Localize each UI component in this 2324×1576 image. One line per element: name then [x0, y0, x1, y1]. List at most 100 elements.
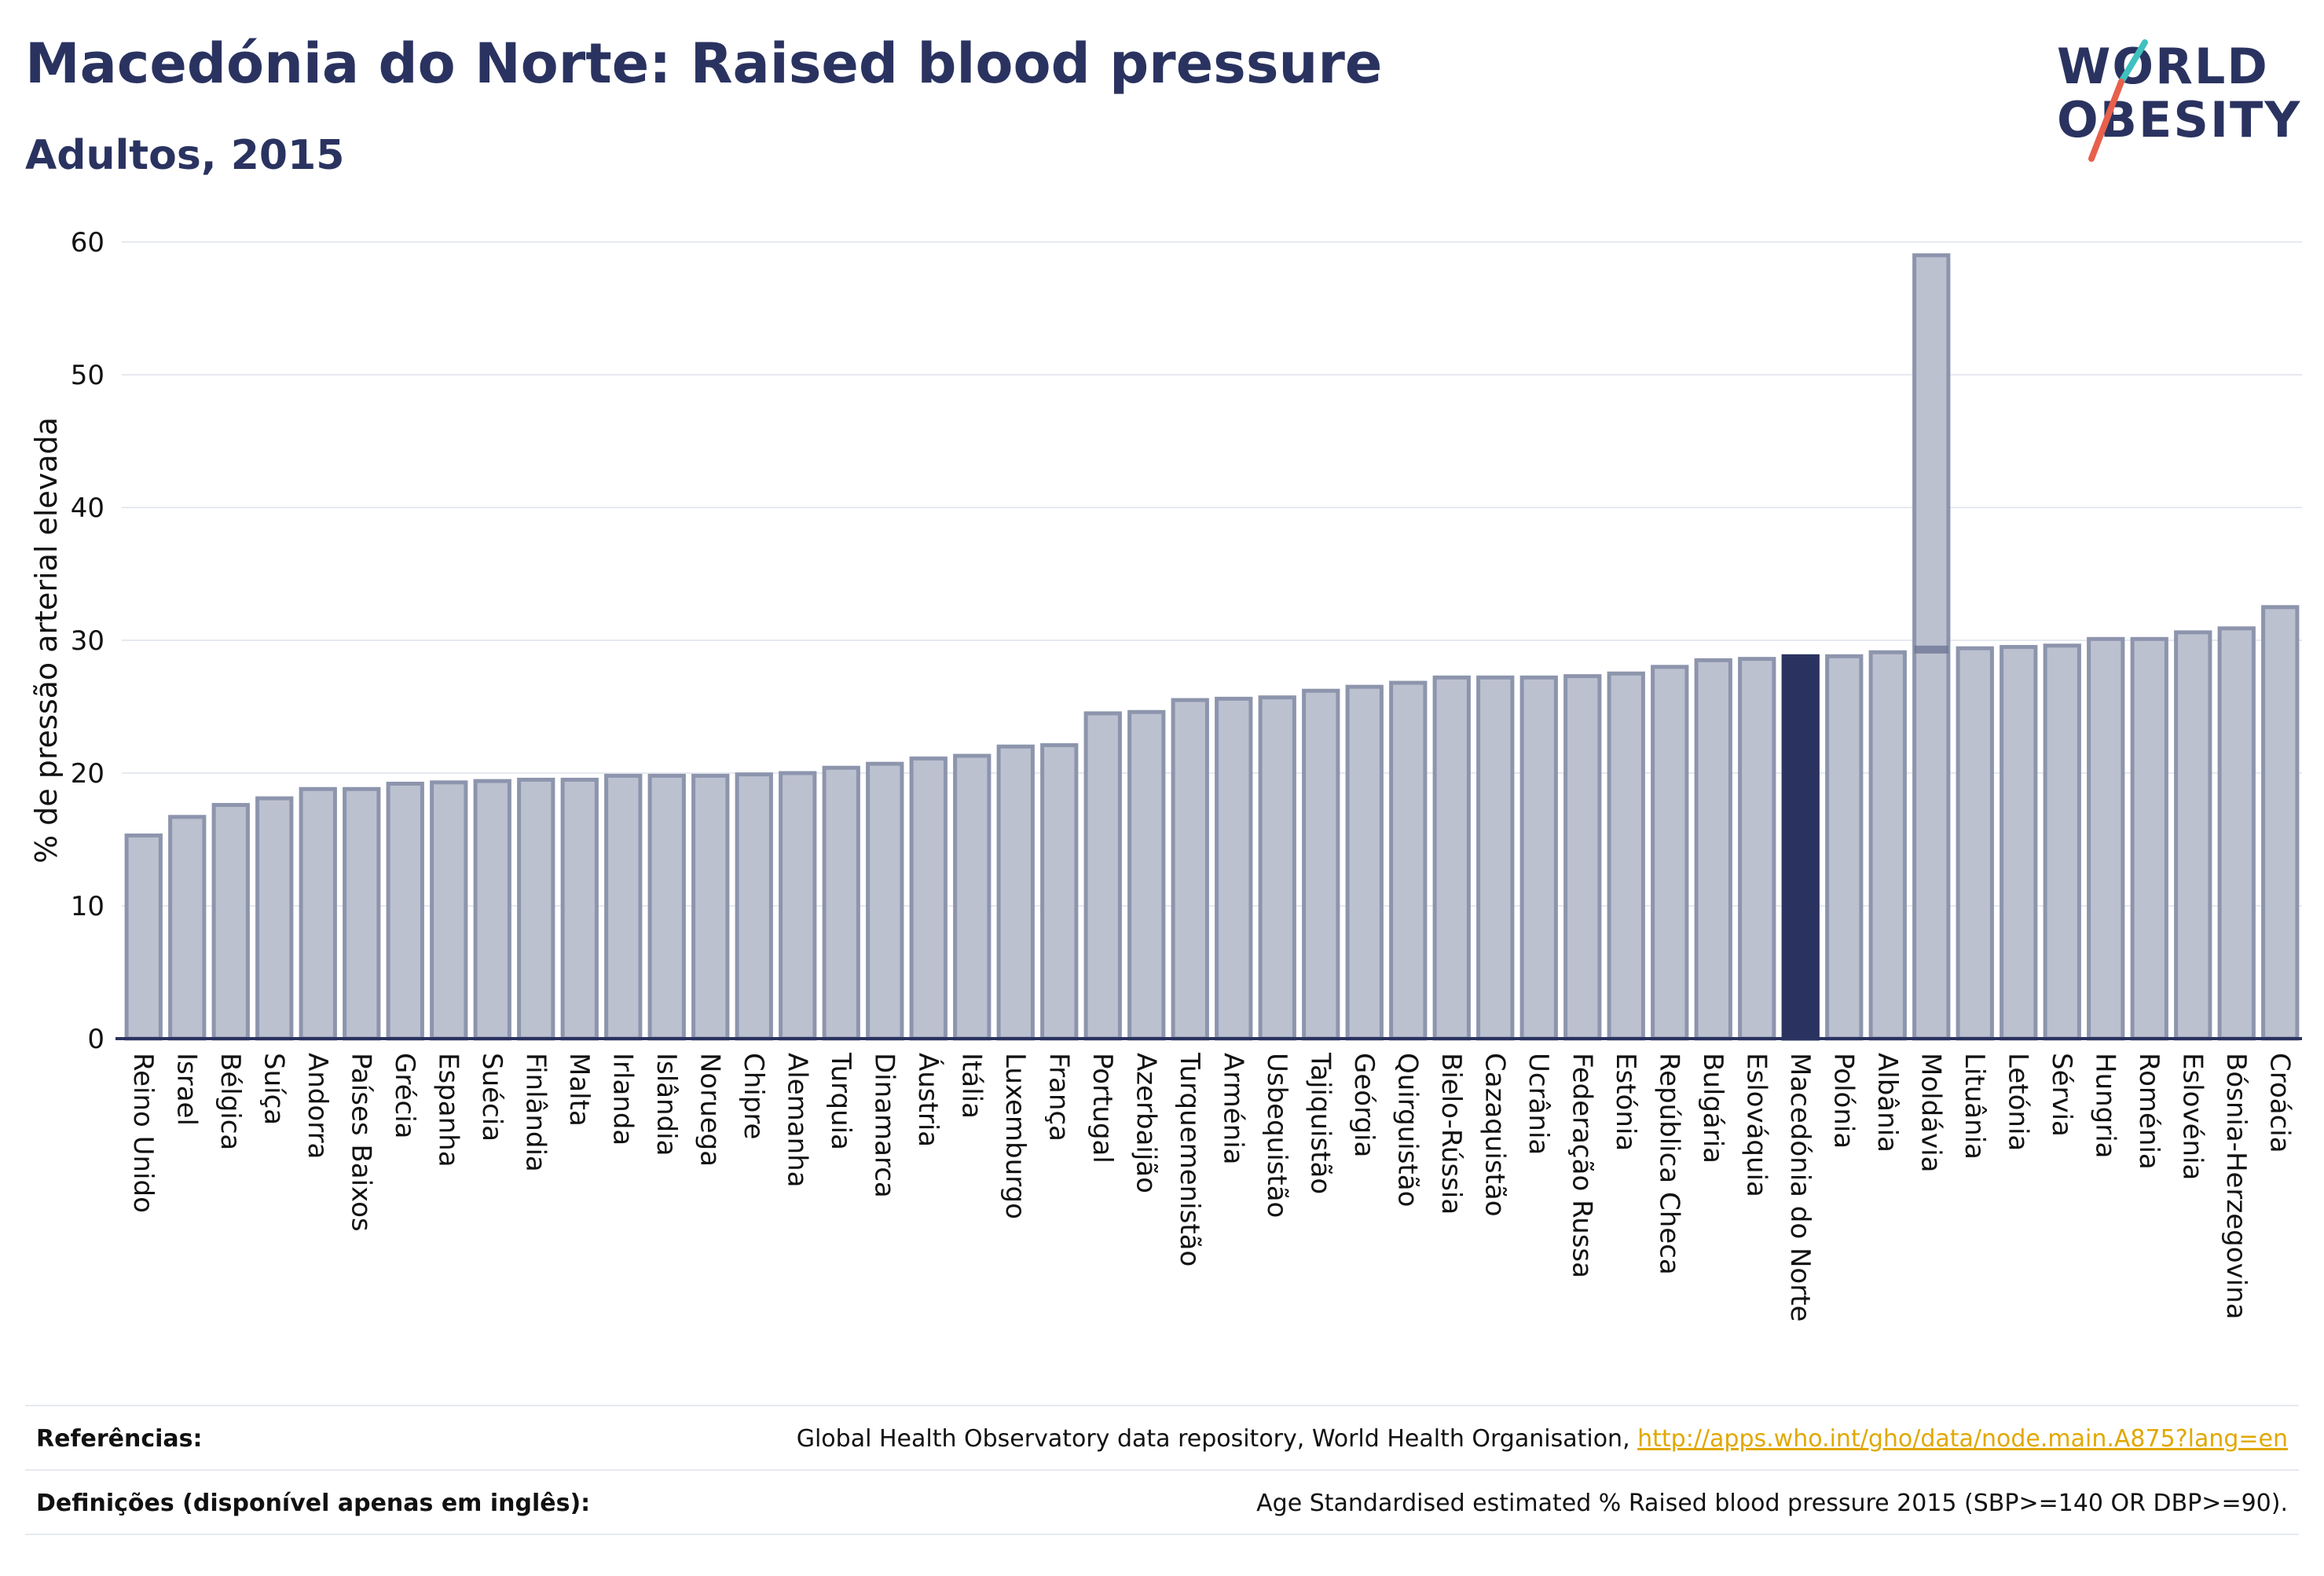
x-tick-label: Arménia [1217, 1053, 1248, 1165]
bar [779, 771, 817, 1041]
bar [1651, 665, 1689, 1041]
bar [1519, 675, 1558, 1041]
x-tick-label: Turquia [825, 1052, 856, 1150]
bar [822, 765, 860, 1041]
references-row: Referências: Global Health Observatory d… [25, 1425, 2299, 1457]
y-tick-label: 10 [71, 891, 104, 922]
x-tick-label: Chipre [738, 1053, 769, 1139]
x-tick-label: Bélgica [214, 1053, 246, 1150]
definitions-row: Definições (disponível apenas em inglês)… [25, 1490, 2299, 1521]
bar [473, 779, 511, 1041]
footer-divider [25, 1469, 2299, 1471]
bar [386, 782, 424, 1041]
definitions-text: Age Standardised estimated % Raised bloo… [1256, 1490, 2288, 1517]
bar [996, 744, 1035, 1041]
x-tick-label: Tajiquistão [1304, 1052, 1336, 1194]
world-obesity-logo[interactable]: WORLD OBESITY [2051, 35, 2310, 168]
references-link[interactable]: http://apps.who.int/gho/data/node.main.A… [1637, 1425, 2288, 1453]
x-tick-label: Estónia [1610, 1053, 1641, 1151]
x-tick-label: Andorra [302, 1053, 333, 1159]
bar [604, 773, 643, 1041]
bar [1171, 698, 1209, 1041]
x-tick-label: Sérvia [2046, 1053, 2077, 1137]
x-tick-label: Usbequistão [1261, 1053, 1292, 1218]
bar [1563, 674, 1602, 1041]
x-tick-label: Finlândia [519, 1053, 551, 1172]
bar [343, 786, 381, 1041]
bar [735, 772, 773, 1041]
bar [430, 780, 468, 1041]
x-tick-label: Bósnia-Herzegovina [2220, 1053, 2252, 1320]
x-tick-label: Bulgária [1697, 1053, 1728, 1164]
page-subtitle: Adultos, 2015 [25, 132, 345, 179]
logo-line-1: WORLD [2057, 38, 2269, 95]
bar [1607, 671, 1645, 1041]
x-tick-label: Moldávia [1915, 1053, 1946, 1172]
x-tick-label: Áustria [912, 1053, 944, 1147]
x-tick-label: Cazaquistão [1479, 1053, 1510, 1217]
y-tick-label: 30 [71, 625, 104, 657]
references-text: Global Health Observatory data repositor… [796, 1425, 1638, 1453]
y-tick-label: 40 [71, 493, 104, 524]
x-tick-label: Alemanha [781, 1053, 812, 1188]
footer-divider [25, 1534, 2299, 1535]
bar [1083, 711, 1122, 1041]
x-tick-label: Luxemburgo [999, 1053, 1031, 1219]
bar [1302, 688, 1340, 1041]
x-tick-label: Suíça [258, 1053, 289, 1125]
x-tick-label: França [1043, 1053, 1074, 1142]
y-axis-label: % de pressão arterial elevada [29, 417, 64, 863]
bar [517, 777, 555, 1041]
bar [1127, 709, 1166, 1041]
x-tick-label: Croácia [2264, 1053, 2295, 1153]
y-tick-label: 20 [71, 758, 104, 790]
x-tick-label: Eslovénia [2176, 1053, 2208, 1180]
x-tick-label: Macedónia do Norte [1784, 1053, 1816, 1321]
x-tick-label: Geórgia [1348, 1053, 1380, 1157]
bar [1476, 675, 1515, 1041]
x-tick-label: Letónia [2002, 1053, 2033, 1151]
x-tick-label: Azerbaijão [1130, 1053, 1161, 1193]
bar [909, 756, 948, 1041]
y-tick-label: 60 [71, 227, 104, 258]
bar [211, 803, 250, 1041]
bar [1781, 654, 1820, 1041]
bar [1258, 695, 1296, 1041]
bar [2217, 626, 2256, 1041]
x-tick-label: Ucrânia [1523, 1053, 1554, 1155]
x-tick-label: Suécia [476, 1053, 508, 1142]
bar [647, 773, 686, 1041]
bar [2174, 630, 2212, 1041]
y-tick-label: 50 [71, 360, 104, 391]
x-tick-label: Federação Russa [1566, 1053, 1597, 1278]
y-tick-label: 0 [87, 1024, 104, 1055]
x-tick-label: Bielo-Rússia [1435, 1053, 1467, 1215]
x-tick-label: Eslováquia [1740, 1053, 1772, 1197]
bar [953, 753, 992, 1041]
bars [124, 253, 2300, 1041]
x-tick-label: Roménia [2133, 1053, 2165, 1170]
references-value: Global Health Observatory data repositor… [797, 1425, 2288, 1453]
x-tick-label: Grécia [389, 1053, 420, 1138]
bar [1868, 650, 1907, 1041]
definitions-label: Definições (disponível apenas em inglês)… [36, 1490, 591, 1517]
bar [1432, 675, 1471, 1041]
footer-divider [25, 1405, 2299, 1406]
bar [168, 815, 207, 1041]
bar [2261, 605, 2300, 1041]
bar [1694, 658, 1732, 1041]
page-title: Macedónia do Norte: Raised blood pressur… [25, 31, 1383, 96]
x-tick-label: Hungria [2089, 1053, 2121, 1159]
x-tick-label: Dinamarca [868, 1053, 900, 1198]
bar [1825, 654, 1864, 1041]
comparison-band [1914, 645, 1948, 654]
x-tick-label: Albânia [1871, 1053, 1903, 1153]
x-tick-label: Irlanda [607, 1053, 638, 1145]
bar [1040, 743, 1079, 1041]
bar [1345, 684, 1384, 1041]
bar [2000, 644, 2038, 1041]
logo-slash-icon [2088, 39, 2148, 162]
x-tick-label: Malta [563, 1053, 595, 1127]
x-tick-label: Espanha [432, 1053, 464, 1167]
bar [1956, 646, 1994, 1041]
